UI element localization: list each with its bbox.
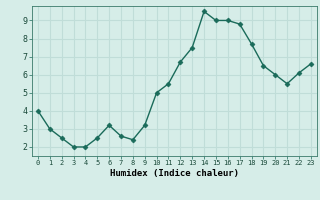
X-axis label: Humidex (Indice chaleur): Humidex (Indice chaleur) — [110, 169, 239, 178]
